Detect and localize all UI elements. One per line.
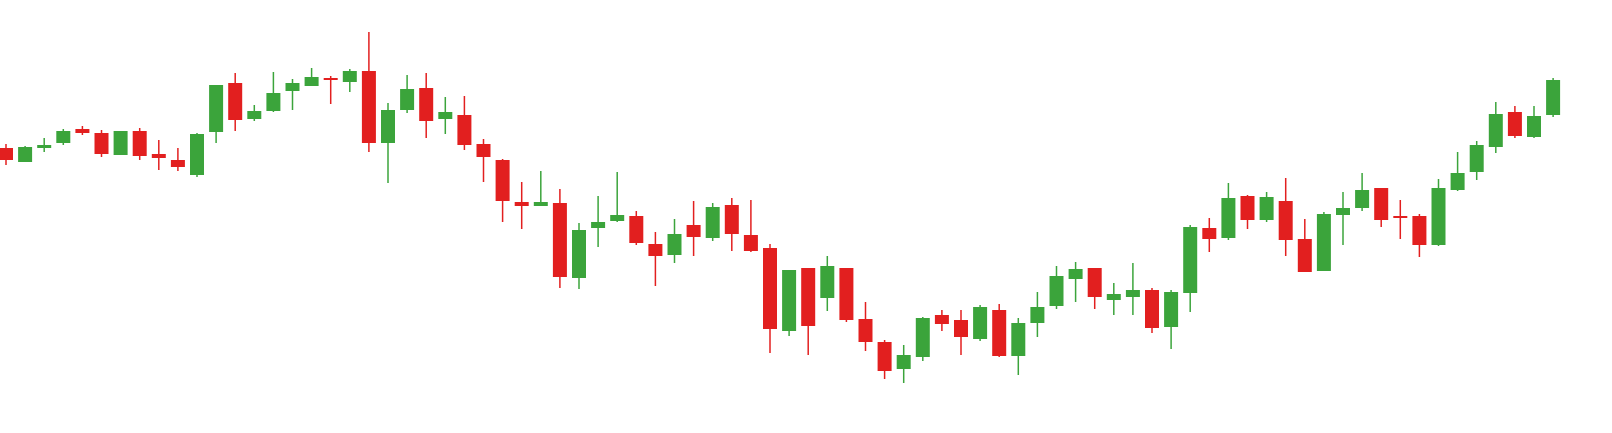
candle-body <box>1507 112 1522 136</box>
candle-body <box>1030 307 1045 323</box>
candle-body <box>94 133 109 154</box>
candle-body <box>839 268 854 320</box>
candle-body <box>992 310 1007 356</box>
candle-body <box>610 215 625 221</box>
candle-body <box>1278 201 1293 240</box>
candle-body <box>820 266 835 298</box>
candle-body <box>132 131 147 156</box>
candle-body <box>1068 269 1083 279</box>
candle-body <box>190 134 204 175</box>
candle-body <box>323 78 338 80</box>
candle-body <box>915 318 930 357</box>
candle-body <box>18 147 33 162</box>
candle-body <box>973 307 988 339</box>
candle-body <box>1488 114 1503 147</box>
candle-body <box>648 244 663 256</box>
candle-body <box>1316 214 1331 271</box>
candle-body <box>228 83 243 120</box>
candle-body <box>1450 173 1465 190</box>
candle-body <box>285 83 300 91</box>
candle-body <box>304 77 319 86</box>
candle-body <box>1183 227 1198 293</box>
candle-body <box>1221 198 1236 238</box>
candle-body <box>954 320 968 337</box>
candle-body <box>1087 268 1102 297</box>
candle-body <box>724 205 739 234</box>
candle-body <box>1164 292 1179 327</box>
candle-body <box>1546 80 1561 115</box>
candle-body <box>1202 228 1217 239</box>
candle-body <box>1355 190 1370 208</box>
candle-body <box>209 85 224 132</box>
candle-body <box>1412 216 1427 245</box>
candle-body <box>1469 145 1484 172</box>
candle-body <box>1125 290 1140 297</box>
candle-body <box>1011 323 1026 356</box>
candle-body <box>705 207 720 238</box>
candle-body <box>667 234 682 255</box>
candle-body <box>934 315 949 324</box>
candle-body <box>877 342 892 371</box>
candle-body <box>858 319 873 342</box>
candle-body <box>56 131 71 143</box>
candle-body <box>266 93 281 111</box>
candle-body <box>37 145 52 148</box>
candle-body <box>763 248 777 329</box>
candle-body <box>629 216 644 243</box>
candle-body <box>1527 116 1541 137</box>
candle-body <box>438 112 453 119</box>
candle-body <box>743 235 758 251</box>
candle-body <box>1393 216 1408 218</box>
candle-body <box>0 148 13 160</box>
candle-body <box>1297 239 1312 272</box>
candle-body <box>1145 290 1159 328</box>
candle-body <box>170 160 185 167</box>
candle-body <box>476 144 491 157</box>
candle-body <box>686 225 701 237</box>
candle-body <box>782 270 797 331</box>
candle-body <box>533 202 548 206</box>
candle-body <box>552 203 567 277</box>
candle-body <box>75 129 90 133</box>
candle-body <box>1431 188 1446 245</box>
candle-body <box>896 355 911 369</box>
candle-body <box>1106 294 1121 300</box>
candle-body <box>400 89 415 110</box>
candle-body <box>247 111 262 119</box>
candle-body <box>1049 276 1064 306</box>
candle-body <box>801 268 816 326</box>
candle-body <box>1336 208 1350 215</box>
candle-body <box>1240 196 1255 220</box>
candle-body <box>113 131 128 155</box>
candle-body <box>514 202 529 206</box>
candle-body <box>1259 197 1274 220</box>
candle-body <box>591 222 606 228</box>
candle-body <box>1374 188 1389 220</box>
candle-body <box>342 71 357 82</box>
candle-body <box>457 115 472 145</box>
candle-body <box>419 88 434 121</box>
candle-body <box>572 230 586 278</box>
candle-body <box>361 71 376 143</box>
candle-body <box>151 154 166 158</box>
candle-body <box>495 160 510 201</box>
candle-body <box>381 110 395 143</box>
